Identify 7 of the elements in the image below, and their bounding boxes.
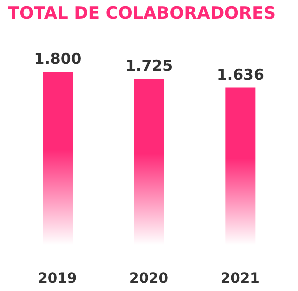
x-tick-label: 2021	[220, 270, 260, 287]
x-tick-label: 2020	[130, 270, 169, 287]
chart-title: TOTAL DE COLABORADORES	[8, 4, 276, 24]
data-label: 1.800	[34, 50, 82, 68]
data-label: 1.725	[126, 57, 174, 76]
data-label: 1.636	[216, 66, 264, 84]
x-tick-label: 2019	[38, 270, 78, 287]
